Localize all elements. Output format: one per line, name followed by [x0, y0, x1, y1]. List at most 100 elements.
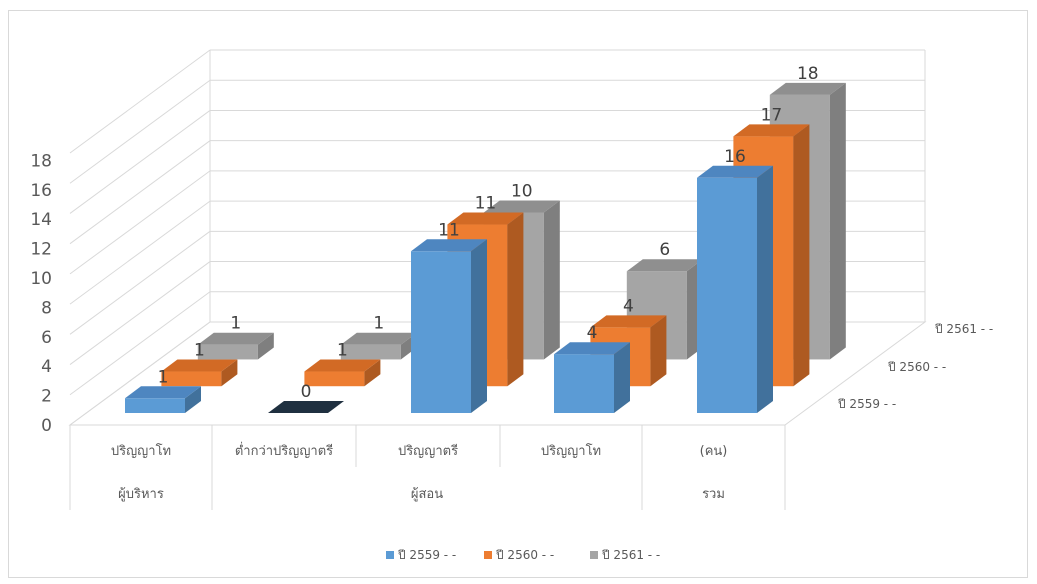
legend-swatch — [386, 551, 394, 559]
y-tick-label: 0 — [41, 416, 52, 436]
series-depth-label: ปี 2560 - - — [887, 360, 946, 374]
side-gridline — [69, 170, 211, 275]
data-label: 1 — [373, 314, 384, 334]
legend-swatch — [484, 551, 492, 559]
y-tick-label: 6 — [41, 328, 52, 348]
bar-side — [221, 359, 238, 387]
bar-top — [769, 82, 846, 95]
side-gridline — [69, 49, 211, 154]
x-tick-label: (คน) — [700, 444, 728, 459]
data-label: 1 — [337, 341, 348, 361]
chart-legend: ปี 2559 - - ปี 2560 - - ปี 2561 - - — [386, 548, 660, 562]
bar-side — [829, 82, 846, 360]
bar-side — [757, 165, 773, 413]
bar-front — [304, 371, 365, 387]
data-label: 18 — [797, 64, 819, 84]
bar-side — [185, 386, 201, 413]
bar-side — [793, 124, 810, 387]
bar-side — [507, 212, 524, 387]
y-tick-label: 4 — [41, 357, 52, 377]
bar-top — [733, 124, 810, 137]
y-tick-label: 14 — [30, 210, 52, 230]
side-gridline — [69, 200, 211, 305]
data-label: 1 — [230, 314, 241, 334]
bar-top — [590, 315, 667, 328]
bar-0-0 — [125, 386, 201, 413]
data-label: 6 — [659, 240, 670, 260]
bar-front — [340, 344, 401, 360]
data-label: 4 — [587, 323, 598, 343]
y-tick-label: 12 — [30, 240, 52, 260]
bar-1-0 — [161, 359, 238, 387]
bar-front — [697, 177, 757, 413]
x-tick-label: ปริญญาโท — [111, 443, 171, 459]
series-depth-label: ปี 2559 - - — [837, 397, 896, 411]
legend-label: ปี 2560 - - — [495, 548, 554, 562]
data-label: 17 — [761, 105, 783, 125]
group-label: ผู้บริหาร — [118, 487, 164, 502]
bar-front — [125, 398, 185, 413]
bar-top — [411, 239, 487, 252]
y-tick-label: 8 — [41, 298, 52, 318]
bar-side — [364, 359, 381, 387]
side-gridline — [69, 140, 211, 245]
bar-0-4 — [697, 165, 773, 413]
side-gridline — [69, 291, 211, 396]
data-label: 11 — [475, 194, 497, 214]
bar-top — [340, 332, 417, 345]
bar-top — [626, 259, 703, 272]
y-tick-label: 18 — [30, 151, 52, 171]
bar-top — [125, 386, 201, 399]
bar-top — [197, 332, 274, 345]
bar-top — [268, 401, 344, 413]
data-label: 1 — [158, 367, 169, 387]
x-tick-label: ปริญญาตรี — [398, 443, 458, 459]
bar-side — [650, 315, 667, 387]
side-gridline — [69, 110, 211, 214]
legend-swatch — [590, 551, 598, 559]
bar-2-0 — [197, 332, 274, 360]
bar-side — [614, 342, 630, 413]
data-label: 0 — [301, 382, 312, 402]
x-tick-label: ต่ำกว่าปริญญาตรี — [235, 442, 333, 459]
data-label: 10 — [511, 181, 533, 201]
data-label: 1 — [194, 341, 205, 361]
data-label: 11 — [438, 220, 460, 240]
bar-top — [447, 212, 524, 225]
series-depth-label: ปี 2561 - - — [934, 322, 993, 336]
bar-1-1 — [304, 359, 381, 387]
bar-top — [483, 200, 560, 213]
bar-side — [257, 332, 274, 360]
bar-0-2 — [411, 239, 487, 413]
y-tick-label: 16 — [30, 181, 52, 201]
group-label: ผู้สอน — [411, 487, 443, 502]
bar-front — [161, 371, 222, 387]
side-gridline — [69, 261, 211, 365]
bar-2-1 — [340, 332, 417, 360]
side-gridline — [69, 79, 211, 184]
bar-top — [161, 359, 238, 372]
x-tick-label: ปริญญาโท — [541, 443, 601, 459]
bar-0-1 — [268, 401, 344, 413]
bar-top — [554, 342, 630, 355]
bar-side — [543, 200, 560, 360]
bar-front — [411, 251, 471, 413]
group-label: รวม — [702, 487, 725, 502]
bar-top — [304, 359, 381, 372]
data-label: 16 — [724, 147, 746, 167]
legend-label: ปี 2561 - - — [601, 548, 660, 562]
y-tick-label: 10 — [30, 269, 52, 289]
bar-side — [471, 239, 487, 413]
bar-front — [554, 354, 614, 413]
bar-front — [197, 344, 258, 360]
bar-0-3 — [554, 342, 630, 413]
y-tick-label: 2 — [41, 387, 52, 407]
legend-label: ปี 2559 - - — [397, 548, 456, 562]
bar-top — [697, 165, 773, 178]
chart-bars — [125, 82, 846, 413]
data-label: 4 — [623, 296, 634, 316]
